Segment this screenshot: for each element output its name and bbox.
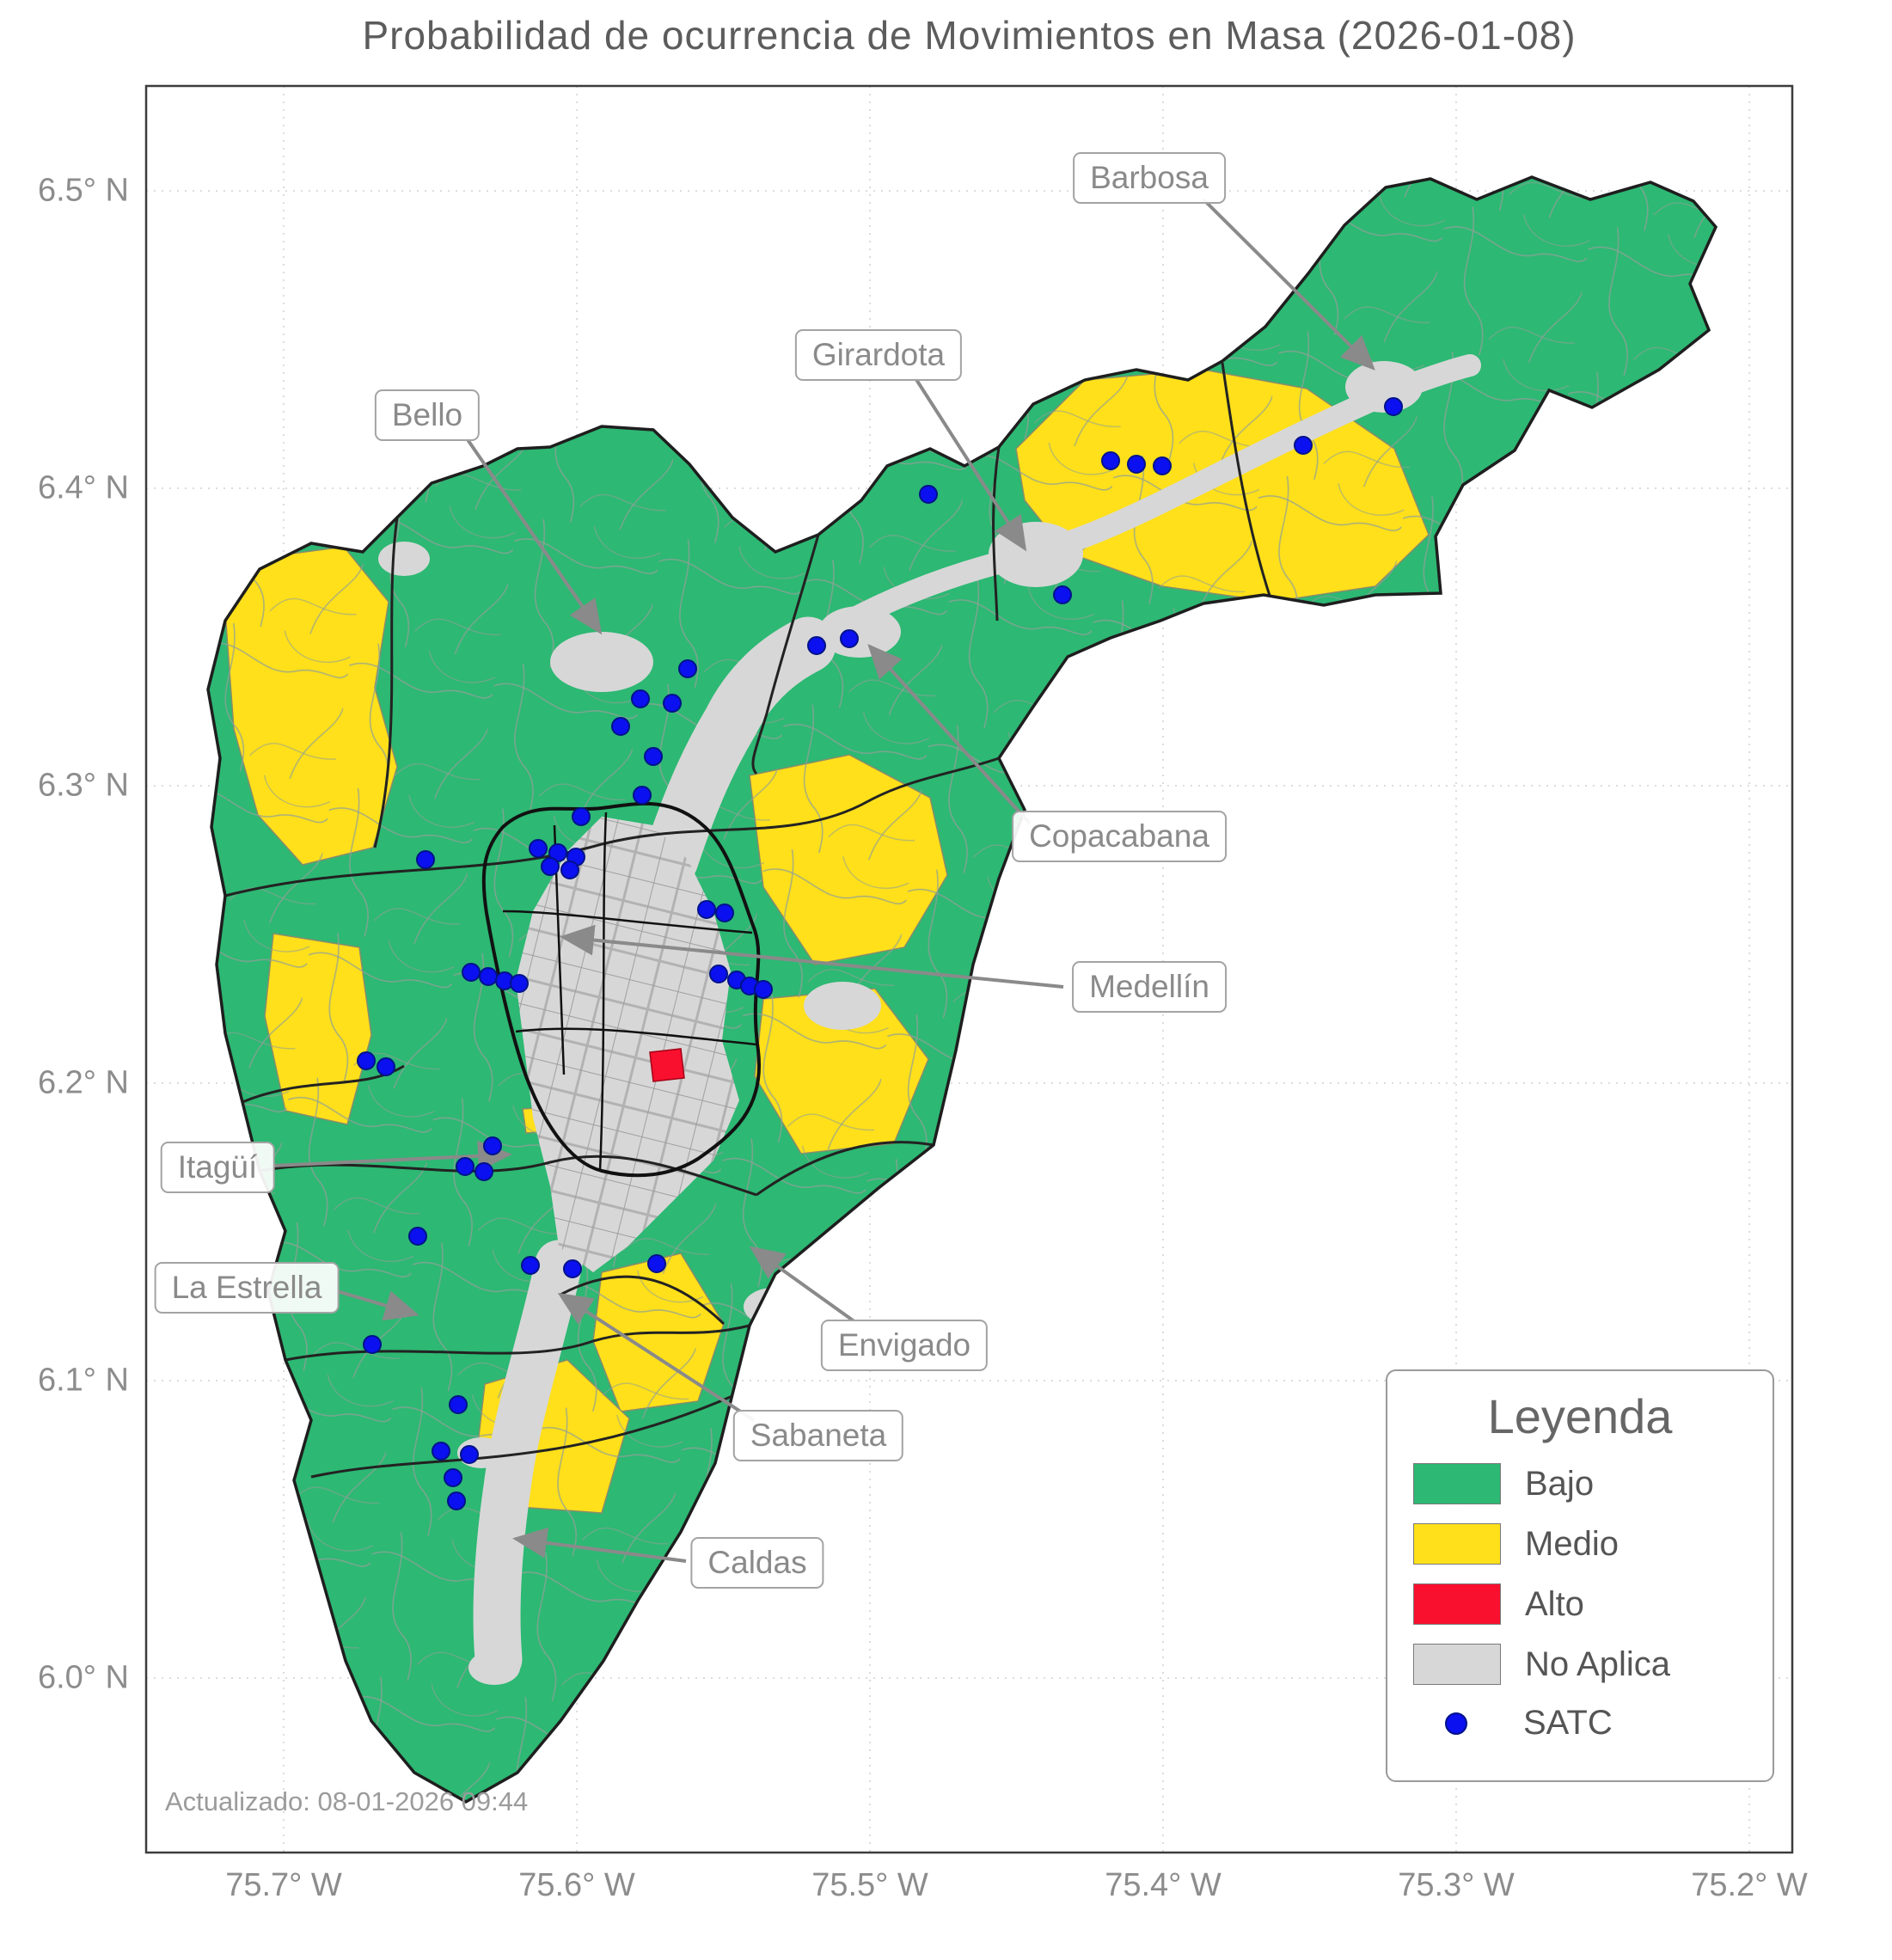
satc-dot xyxy=(377,1057,395,1076)
legend-title: Leyenda xyxy=(1487,1389,1673,1443)
medio-swatch-icon xyxy=(1413,1523,1501,1565)
x-tick-label: 75.3° W xyxy=(1398,1867,1515,1903)
satc-dot xyxy=(807,636,826,655)
legend-item-label: No Aplica xyxy=(1525,1645,1670,1683)
satc-dot-icon xyxy=(1445,1712,1467,1735)
satc-dot xyxy=(408,1227,427,1246)
region-alto xyxy=(649,1048,685,1082)
satc-dot xyxy=(529,839,548,858)
y-tick-label: 6.4° N xyxy=(37,469,129,506)
satc-dot xyxy=(647,1254,666,1273)
satc-dot xyxy=(462,963,481,982)
legend-item-satc: SATC xyxy=(1413,1704,1747,1743)
satc-dot xyxy=(572,807,591,826)
x-tick-label: 75.7° W xyxy=(225,1867,342,1903)
plot-frame xyxy=(144,84,1794,1854)
no-aplica-swatch-icon xyxy=(1413,1644,1501,1685)
satc-dot xyxy=(432,1442,450,1461)
satc-dot xyxy=(456,1157,475,1176)
legend-item-bajo: Bajo xyxy=(1413,1463,1747,1504)
legend-item-medio: Medio xyxy=(1413,1523,1747,1565)
satc-dot xyxy=(709,965,728,983)
y-tick-label: 6.2° N xyxy=(37,1064,129,1101)
alto-swatch-icon xyxy=(1413,1583,1501,1625)
updated-timestamp: Actualizado: 08-01-2026 09:44 xyxy=(165,1786,529,1816)
x-tick-label: 75.5° W xyxy=(811,1867,928,1903)
y-tick-label: 6.1° N xyxy=(37,1362,129,1399)
satc-dot xyxy=(754,980,773,999)
satc-dot xyxy=(1294,436,1313,455)
satc-dot xyxy=(919,485,938,504)
legend-item-label: Alto xyxy=(1525,1584,1584,1623)
x-tick-label: 75.4° W xyxy=(1105,1867,1222,1903)
satc-dot xyxy=(521,1256,540,1275)
satc-dot xyxy=(678,659,697,678)
legend-item-no-aplica: No Aplica xyxy=(1413,1644,1747,1685)
satc-dot xyxy=(611,717,630,736)
x-tick-label: 75.2° W xyxy=(1691,1867,1808,1903)
y-tick-label: 6.5° N xyxy=(37,172,129,209)
satc-dot xyxy=(444,1468,462,1487)
map-label-girardota: Girardota xyxy=(794,329,963,381)
satc-dot xyxy=(631,689,650,708)
satc-dot xyxy=(1053,585,1072,604)
satc-dot xyxy=(1127,455,1146,474)
satc-dot xyxy=(633,786,652,805)
satc-dot xyxy=(560,861,579,879)
map-label-medellin: Medellín xyxy=(1072,961,1227,1013)
satc-dot xyxy=(1384,397,1403,416)
satc-dot xyxy=(1153,456,1172,475)
legend-item-alto: Alto xyxy=(1413,1583,1747,1625)
legend: Leyenda Bajo Medio Alto No Aplica SATC xyxy=(1386,1369,1774,1782)
legend-item-label: SATC xyxy=(1523,1704,1613,1742)
satc-dot xyxy=(840,629,859,648)
page-title: Probabilidad de ocurrencia de Movimiento… xyxy=(362,13,1577,58)
map-label-caldas: Caldas xyxy=(690,1537,824,1589)
satc-dot xyxy=(416,850,435,869)
y-tick-label: 6.0° N xyxy=(37,1659,129,1696)
satc-dot xyxy=(697,900,716,919)
satc-points-layer xyxy=(357,397,1403,1510)
map-label-copacabana: Copacabana xyxy=(1012,811,1227,862)
x-tick-label: 75.6° W xyxy=(518,1867,635,1903)
y-tick-label: 6.3° N xyxy=(37,767,129,804)
satc-dot xyxy=(357,1051,376,1070)
satc-dot xyxy=(644,747,663,766)
map-label-la-estrella: La Estrella xyxy=(154,1262,340,1314)
map-label-barbosa: Barbosa xyxy=(1073,152,1226,204)
satc-dot xyxy=(460,1445,479,1464)
map-label-itagui: Itagüí xyxy=(160,1142,275,1193)
satc-dot xyxy=(541,857,560,876)
satc-dot xyxy=(479,967,498,986)
map-label-sabaneta: Sabaneta xyxy=(732,1410,904,1461)
satc-dot xyxy=(1101,451,1120,470)
satc-dot xyxy=(363,1335,382,1354)
bajo-swatch-icon xyxy=(1413,1463,1501,1504)
region-outline xyxy=(206,175,1718,1804)
satc-dot xyxy=(483,1136,502,1155)
map-label-envigado: Envigado xyxy=(820,1320,989,1371)
satc-dot xyxy=(563,1259,582,1278)
satc-dot xyxy=(715,903,734,922)
callout-arrows xyxy=(272,198,1375,1563)
satc-dot xyxy=(447,1491,466,1510)
legend-item-label: Bajo xyxy=(1525,1464,1595,1503)
satc-dot xyxy=(663,694,682,713)
satc-dot xyxy=(449,1395,468,1414)
map-label-bello: Bello xyxy=(374,389,481,441)
legend-item-label: Medio xyxy=(1525,1524,1619,1563)
satc-dot xyxy=(475,1162,493,1181)
satc-dot xyxy=(510,974,529,993)
